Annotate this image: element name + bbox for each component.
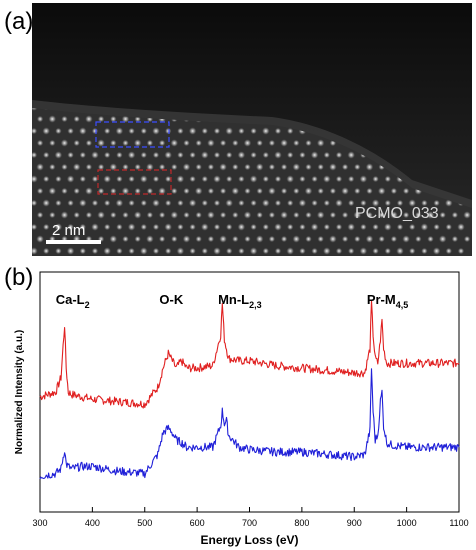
sample-label: PCMO_033 — [355, 205, 439, 222]
x-tick-label: 400 — [85, 518, 100, 528]
eels-spectra-chart: 300 400 500 600 700 800 900 1000 1100 Ca-L2 O-K Mn… — [0, 262, 476, 550]
roi-box-upper — [95, 121, 170, 148]
x-tick-label: 1100 — [449, 518, 468, 528]
x-tick-label: 1000 — [397, 518, 417, 528]
edge-annotation: Mn-L2,3 — [218, 292, 262, 310]
x-tick-label: 900 — [347, 518, 362, 528]
y-axis-title: Normalized Intensity (a.u.) — [14, 330, 25, 454]
panel-b-label: (b) — [4, 264, 34, 291]
spectrum-line-blue — [39, 368, 460, 480]
scale-bar-label: 2 nm — [52, 222, 85, 239]
roi-box-lower — [97, 169, 172, 195]
x-tick-label: 800 — [294, 518, 309, 528]
panel-a-label: (a) — [4, 8, 34, 35]
edge-annotation: O-K — [159, 292, 183, 307]
edge-annotation: Pr-M4,5 — [367, 292, 408, 310]
x-tick-label: 700 — [242, 518, 257, 528]
edge-annotation: Ca-L2 — [56, 292, 90, 310]
x-axis-title: Energy Loss (eV) — [200, 533, 298, 547]
x-tick-label: 600 — [190, 518, 205, 528]
scale-bar — [46, 240, 101, 244]
spectrum-line-red — [39, 300, 460, 409]
x-tick-label: 500 — [137, 518, 152, 528]
stem-image: 2 nm PCMO_033 — [32, 3, 472, 256]
x-tick-label: 300 — [32, 518, 47, 528]
